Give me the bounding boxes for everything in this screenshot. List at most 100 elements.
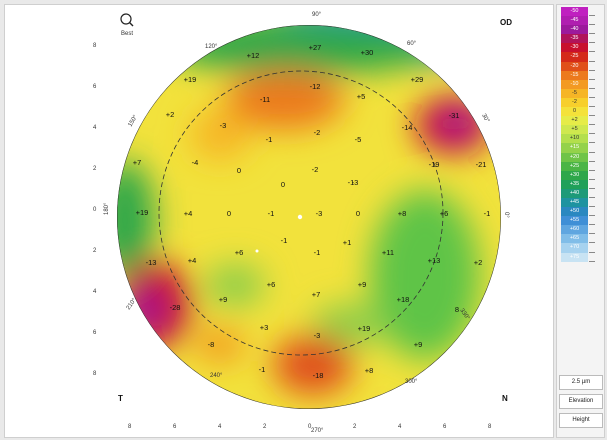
scale-swatch-label: +10 bbox=[569, 135, 580, 142]
elevation-value: +27 bbox=[309, 43, 322, 52]
elevation-value: -1 bbox=[484, 209, 491, 218]
scale-tick bbox=[589, 153, 595, 162]
y-axis-ticks: 8 6 4 2 0 2 4 6 8 bbox=[93, 43, 97, 377]
elevation-value: -31 bbox=[449, 111, 460, 120]
scale-swatch-label: -25 bbox=[570, 53, 579, 60]
elevation-map[interactable]: 8 6 4 2 0 2 4 6 8 8 6 4 2 0 2 4 6 8 bbox=[5, 5, 553, 437]
scale-swatch: +30 bbox=[561, 170, 588, 180]
scale-swatch: +75 bbox=[561, 252, 588, 262]
scale-swatch: +60 bbox=[561, 225, 588, 235]
elevation-value: +19 bbox=[136, 208, 149, 217]
elevation-value: -3 bbox=[220, 121, 227, 130]
x-tick-label: 6 bbox=[443, 424, 447, 430]
x-tick-label: 8 bbox=[128, 424, 132, 430]
scale-tick bbox=[589, 25, 595, 35]
y-tick-label: 8 bbox=[93, 43, 97, 49]
x-tick-label: 4 bbox=[218, 424, 222, 430]
scale-swatch: +40 bbox=[561, 188, 588, 198]
scale-tick bbox=[589, 171, 595, 180]
scale-swatch: +45 bbox=[561, 197, 588, 208]
y-tick-label: 4 bbox=[93, 289, 97, 295]
x-axis-ticks: 8 6 4 2 0 2 4 6 8 bbox=[128, 424, 492, 430]
y-tick-label: 6 bbox=[93, 330, 97, 336]
elevation-value: 0 bbox=[237, 166, 241, 175]
scale-swatch-label: -40 bbox=[570, 26, 579, 33]
scale-swatch: +5 bbox=[561, 125, 588, 135]
step-selector[interactable]: 2.5 µm bbox=[559, 375, 603, 390]
scale-swatch-label: -45 bbox=[570, 17, 579, 24]
scale-swatch-label: -50 bbox=[570, 8, 579, 14]
scale-tick bbox=[589, 89, 595, 98]
scale-tick bbox=[589, 71, 595, 80]
elevation-value: -28 bbox=[170, 303, 181, 312]
eye-label: OD bbox=[500, 18, 512, 27]
elevation-value: +29 bbox=[411, 75, 424, 84]
scale-swatch-label: +25 bbox=[569, 162, 580, 169]
scale-swatch-label: -15 bbox=[570, 71, 579, 78]
elevation-value: +18 bbox=[397, 295, 410, 304]
elevation-value: +6 bbox=[235, 248, 244, 257]
elevation-value: -3 bbox=[316, 209, 323, 218]
scale-tick bbox=[589, 143, 595, 153]
topography-map-panel[interactable]: 8 6 4 2 0 2 4 6 8 8 6 4 2 0 2 4 6 8 bbox=[4, 4, 554, 438]
meridian-label: 120° bbox=[205, 44, 218, 50]
x-tick-label: 2 bbox=[263, 424, 267, 430]
scale-swatch: 0 bbox=[561, 107, 588, 117]
elevation-value: +8 bbox=[365, 366, 374, 375]
scale-swatch: -15 bbox=[561, 70, 588, 80]
scale-tick bbox=[589, 98, 595, 108]
scale-tick bbox=[589, 225, 595, 235]
elevation-value: +9 bbox=[219, 295, 228, 304]
scale-tick bbox=[589, 216, 595, 226]
meridian-label: 300° bbox=[405, 379, 418, 385]
meridian-label: 30° bbox=[480, 113, 490, 124]
elevation-value: -21 bbox=[476, 160, 487, 169]
color-disc bbox=[117, 25, 501, 409]
scale-tick bbox=[589, 243, 595, 253]
meridian-label: 150° bbox=[128, 114, 140, 128]
elevation-value: -5 bbox=[355, 135, 362, 144]
scale-swatch-label: +35 bbox=[569, 180, 580, 187]
elevation-value: -3 bbox=[314, 331, 321, 340]
elevation-value: -19 bbox=[429, 160, 440, 169]
y-tick-label: 2 bbox=[93, 248, 97, 254]
elevation-value: +6 bbox=[440, 209, 449, 218]
color-scale-panel: -50 -45 -40 -35 -30 -25 -20 -15 -10 -5 -2 0 +2 +5 +10 +… bbox=[556, 4, 605, 438]
elevation-value: 8 bbox=[455, 305, 459, 314]
scale-swatch-label: +2 bbox=[571, 117, 578, 124]
zoom-button[interactable]: Best bbox=[120, 13, 134, 37]
scale-tick bbox=[589, 116, 595, 126]
elevation-value: +3 bbox=[260, 323, 269, 332]
elevation-value: +19 bbox=[184, 75, 197, 84]
scale-swatch-label: +55 bbox=[569, 217, 580, 224]
height-mode-button[interactable]: Height bbox=[559, 413, 603, 428]
x-tick-label: 2 bbox=[353, 424, 357, 430]
scale-tick bbox=[589, 134, 595, 144]
scale-swatch: -20 bbox=[561, 61, 588, 71]
scale-tick bbox=[589, 198, 595, 208]
scale-swatch-label: -5 bbox=[572, 89, 577, 96]
elevation-value: +13 bbox=[428, 256, 441, 265]
elevation-value: +11 bbox=[382, 248, 394, 257]
elevation-value: -12 bbox=[310, 82, 321, 91]
magnifier-icon bbox=[120, 13, 132, 25]
temporal-label: T bbox=[118, 394, 123, 403]
elevation-mode-button[interactable]: Elevation bbox=[559, 394, 603, 409]
scale-swatch-label: +70 bbox=[569, 244, 580, 251]
elevation-value: 0 bbox=[227, 209, 231, 218]
elevation-value: -2 bbox=[314, 128, 321, 137]
scale-swatch: -2 bbox=[561, 97, 588, 108]
scale-tick bbox=[589, 52, 595, 62]
meridian-label: 180° bbox=[104, 202, 110, 215]
elevation-value: +2 bbox=[166, 110, 175, 119]
elevation-value: -13 bbox=[146, 258, 157, 267]
scale-tick bbox=[589, 189, 595, 198]
scale-swatch: +15 bbox=[561, 143, 588, 153]
scale-swatch-label: -10 bbox=[570, 80, 579, 87]
y-tick-label: 2 bbox=[93, 166, 97, 172]
scale-tick bbox=[589, 80, 595, 89]
reference-circle bbox=[158, 70, 444, 356]
scale-swatch: -40 bbox=[561, 25, 588, 35]
elevation-value: -4 bbox=[192, 158, 199, 167]
scale-swatch: +65 bbox=[561, 234, 588, 244]
